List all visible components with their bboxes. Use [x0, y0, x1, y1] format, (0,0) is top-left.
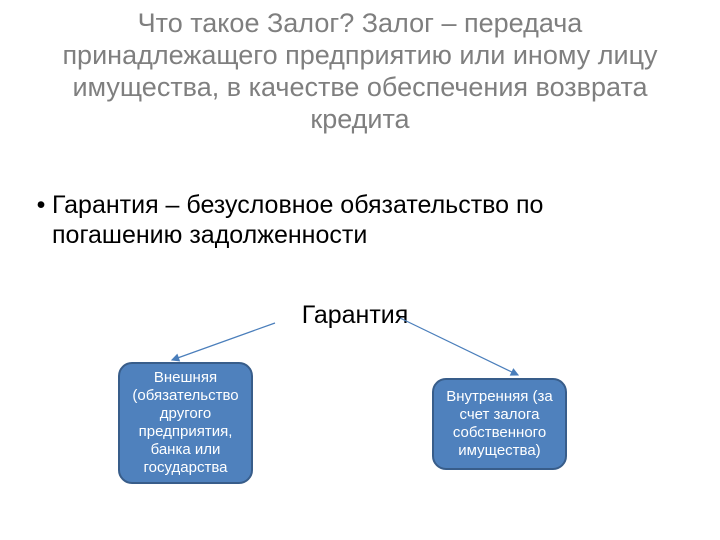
bullet-text: Гарантия – безусловное обязательство по … — [52, 190, 680, 250]
slide-title: Что такое Залог? Залог – передача принад… — [60, 8, 660, 135]
bullet-list: • Гарантия – безусловное обязательство п… — [30, 190, 680, 250]
slide: Что такое Залог? Залог – передача принад… — [0, 0, 720, 540]
box-internal-guarantee: Внутренняя (за счет залога собственного … — [432, 378, 567, 470]
bullet-marker: • — [30, 190, 52, 220]
box-external-guarantee: Внешняя (обязательство другого предприят… — [118, 362, 253, 484]
diagram-root-label: Гарантия — [265, 300, 445, 330]
arrow-left — [172, 323, 275, 360]
bullet-item: • Гарантия – безусловное обязательство п… — [30, 190, 680, 250]
